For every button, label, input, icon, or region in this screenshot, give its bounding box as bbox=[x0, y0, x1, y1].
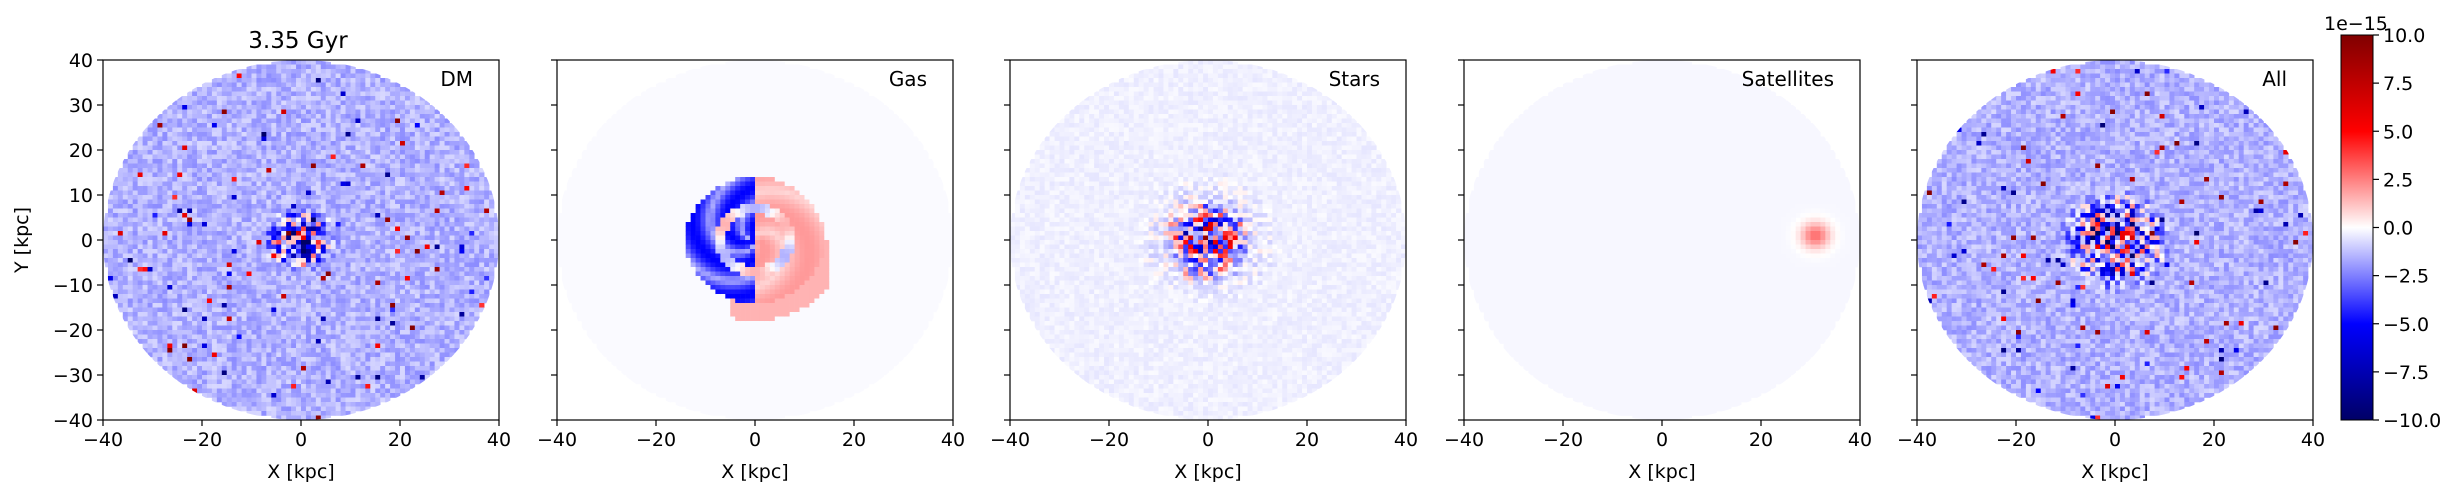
y-tick-label: 0 bbox=[81, 230, 93, 252]
heatmap-stars bbox=[1010, 60, 1406, 420]
y-tick-label: 10 bbox=[69, 185, 93, 207]
colorbar-tick-label: 2.5 bbox=[2383, 169, 2413, 191]
x-tick-label: 40 bbox=[1848, 429, 1872, 451]
x-tick-label: 0 bbox=[295, 429, 307, 451]
panel-label-gas: Gas bbox=[889, 67, 927, 91]
x-tick-label: 20 bbox=[2202, 429, 2226, 451]
heatmap-satellites bbox=[1464, 60, 1860, 420]
x-tick-label: 40 bbox=[2301, 429, 2325, 451]
x-tick-label: −40 bbox=[990, 429, 1030, 451]
x-tick-label: 0 bbox=[2109, 429, 2121, 451]
heatmap-dm bbox=[103, 60, 499, 420]
x-tick-label: 20 bbox=[388, 429, 412, 451]
x-tick-label: −40 bbox=[1444, 429, 1484, 451]
x-tick-label: −20 bbox=[1996, 429, 2036, 451]
panel-label-all: All bbox=[2262, 67, 2287, 91]
colorbar-tick-label: −5.0 bbox=[2383, 314, 2429, 336]
x-axis-label: X [kpc] bbox=[267, 461, 334, 483]
x-tick-label: −40 bbox=[83, 429, 123, 451]
y-tick-label: −40 bbox=[53, 410, 93, 432]
x-axis-label: X [kpc] bbox=[1628, 461, 1695, 483]
heatmap-gas bbox=[557, 60, 953, 420]
panel-label-satellites: Satellites bbox=[1742, 67, 1834, 91]
colorbar-tick-label: 0.0 bbox=[2383, 218, 2413, 240]
x-axis-label: X [kpc] bbox=[721, 461, 788, 483]
x-tick-label: −40 bbox=[1897, 429, 1937, 451]
x-tick-label: 20 bbox=[842, 429, 866, 451]
y-axis-label: Y [kpc] bbox=[11, 207, 33, 274]
x-axis-label: X [kpc] bbox=[2081, 461, 2148, 483]
panel-stars: −40 −20 0 20 40 X [kpc] Stars bbox=[990, 59, 1418, 483]
panel-gas: −40 −20 0 20 40 X [kpc] Gas bbox=[537, 59, 965, 483]
panel-dm: −40 −20 0 20 40 −40 −30 −20 −10 0 10 20 30 40 X [kpc] Y… bbox=[11, 50, 511, 483]
x-tick-label: −20 bbox=[182, 429, 222, 451]
panels: −40 −20 0 20 40 −40 −30 −20 −10 0 10 20 30 40 X [kpc] Y… bbox=[11, 50, 2325, 483]
panel-label-stars: Stars bbox=[1329, 67, 1380, 91]
x-tick-label: −20 bbox=[1543, 429, 1583, 451]
x-tick-label: 0 bbox=[1656, 429, 1668, 451]
figure-title: 3.35 Gyr bbox=[248, 28, 348, 54]
panel-label-dm: DM bbox=[440, 67, 473, 91]
y-tick-label: −30 bbox=[53, 365, 93, 387]
x-tick-label: 40 bbox=[1394, 429, 1418, 451]
colorbar: 1e−15 10.0 7.5 5.0 2.5 0.0 −2.5 −5.0 −7.5 −10.0 bbox=[2324, 13, 2441, 432]
colorbar-tick-label: −10.0 bbox=[2383, 410, 2441, 432]
colorbar-gradient bbox=[2340, 34, 2374, 421]
colorbar-tick-label: 10.0 bbox=[2383, 25, 2425, 47]
x-tick-label: −20 bbox=[1089, 429, 1129, 451]
x-axis-label: X [kpc] bbox=[1174, 461, 1241, 483]
colorbar-tick-label: 5.0 bbox=[2383, 121, 2413, 143]
panel-all: −40 −20 0 20 40 X [kpc] All bbox=[1897, 59, 2325, 483]
colorbar-offset-label: 1e−15 bbox=[2324, 13, 2388, 35]
x-tick-label: 40 bbox=[487, 429, 511, 451]
x-tick-label: 0 bbox=[1202, 429, 1214, 451]
x-tick-label: 20 bbox=[1295, 429, 1319, 451]
x-tick-label: 0 bbox=[749, 429, 761, 451]
y-tick-label: 20 bbox=[69, 140, 93, 162]
colorbar-tick-label: 7.5 bbox=[2383, 73, 2413, 95]
colorbar-ticks: 10.0 7.5 5.0 2.5 0.0 −2.5 −5.0 −7.5 −10.0 bbox=[2373, 25, 2441, 432]
y-tick-label: −10 bbox=[53, 275, 93, 297]
panel-satellites: −40 −20 0 20 40 X [kpc] Satellites bbox=[1444, 59, 1872, 483]
x-tick-label: 20 bbox=[1749, 429, 1773, 451]
y-tick-label: 30 bbox=[69, 95, 93, 117]
y-tick-label: 40 bbox=[69, 50, 93, 72]
x-tick-label: −40 bbox=[537, 429, 577, 451]
x-tick-label: 40 bbox=[941, 429, 965, 451]
y-tick-label: −20 bbox=[53, 320, 93, 342]
colorbar-tick-label: −7.5 bbox=[2383, 362, 2429, 384]
heatmap-all bbox=[1917, 60, 2313, 420]
colorbar-tick-label: −2.5 bbox=[2383, 266, 2429, 288]
x-tick-label: −20 bbox=[636, 429, 676, 451]
